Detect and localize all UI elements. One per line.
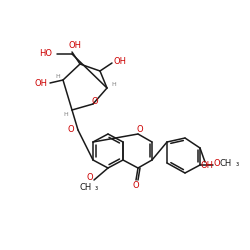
- Text: ₃: ₃: [236, 160, 238, 168]
- Text: OH: OH: [114, 58, 126, 66]
- Text: O: O: [87, 172, 93, 182]
- Text: CH: CH: [220, 160, 232, 168]
- Text: H: H: [56, 74, 60, 80]
- Text: HO: HO: [40, 50, 52, 58]
- Text: OH: OH: [34, 78, 48, 88]
- Text: O: O: [92, 98, 98, 106]
- Text: O: O: [214, 160, 220, 168]
- Text: OH: OH: [68, 42, 82, 50]
- Text: O: O: [137, 124, 143, 134]
- Text: O: O: [133, 182, 139, 190]
- Text: OH: OH: [200, 162, 213, 170]
- Text: O: O: [68, 124, 74, 134]
- Text: ₃: ₃: [94, 184, 98, 192]
- Text: H: H: [64, 112, 68, 117]
- Text: CH: CH: [80, 184, 92, 192]
- Text: H: H: [112, 82, 116, 87]
